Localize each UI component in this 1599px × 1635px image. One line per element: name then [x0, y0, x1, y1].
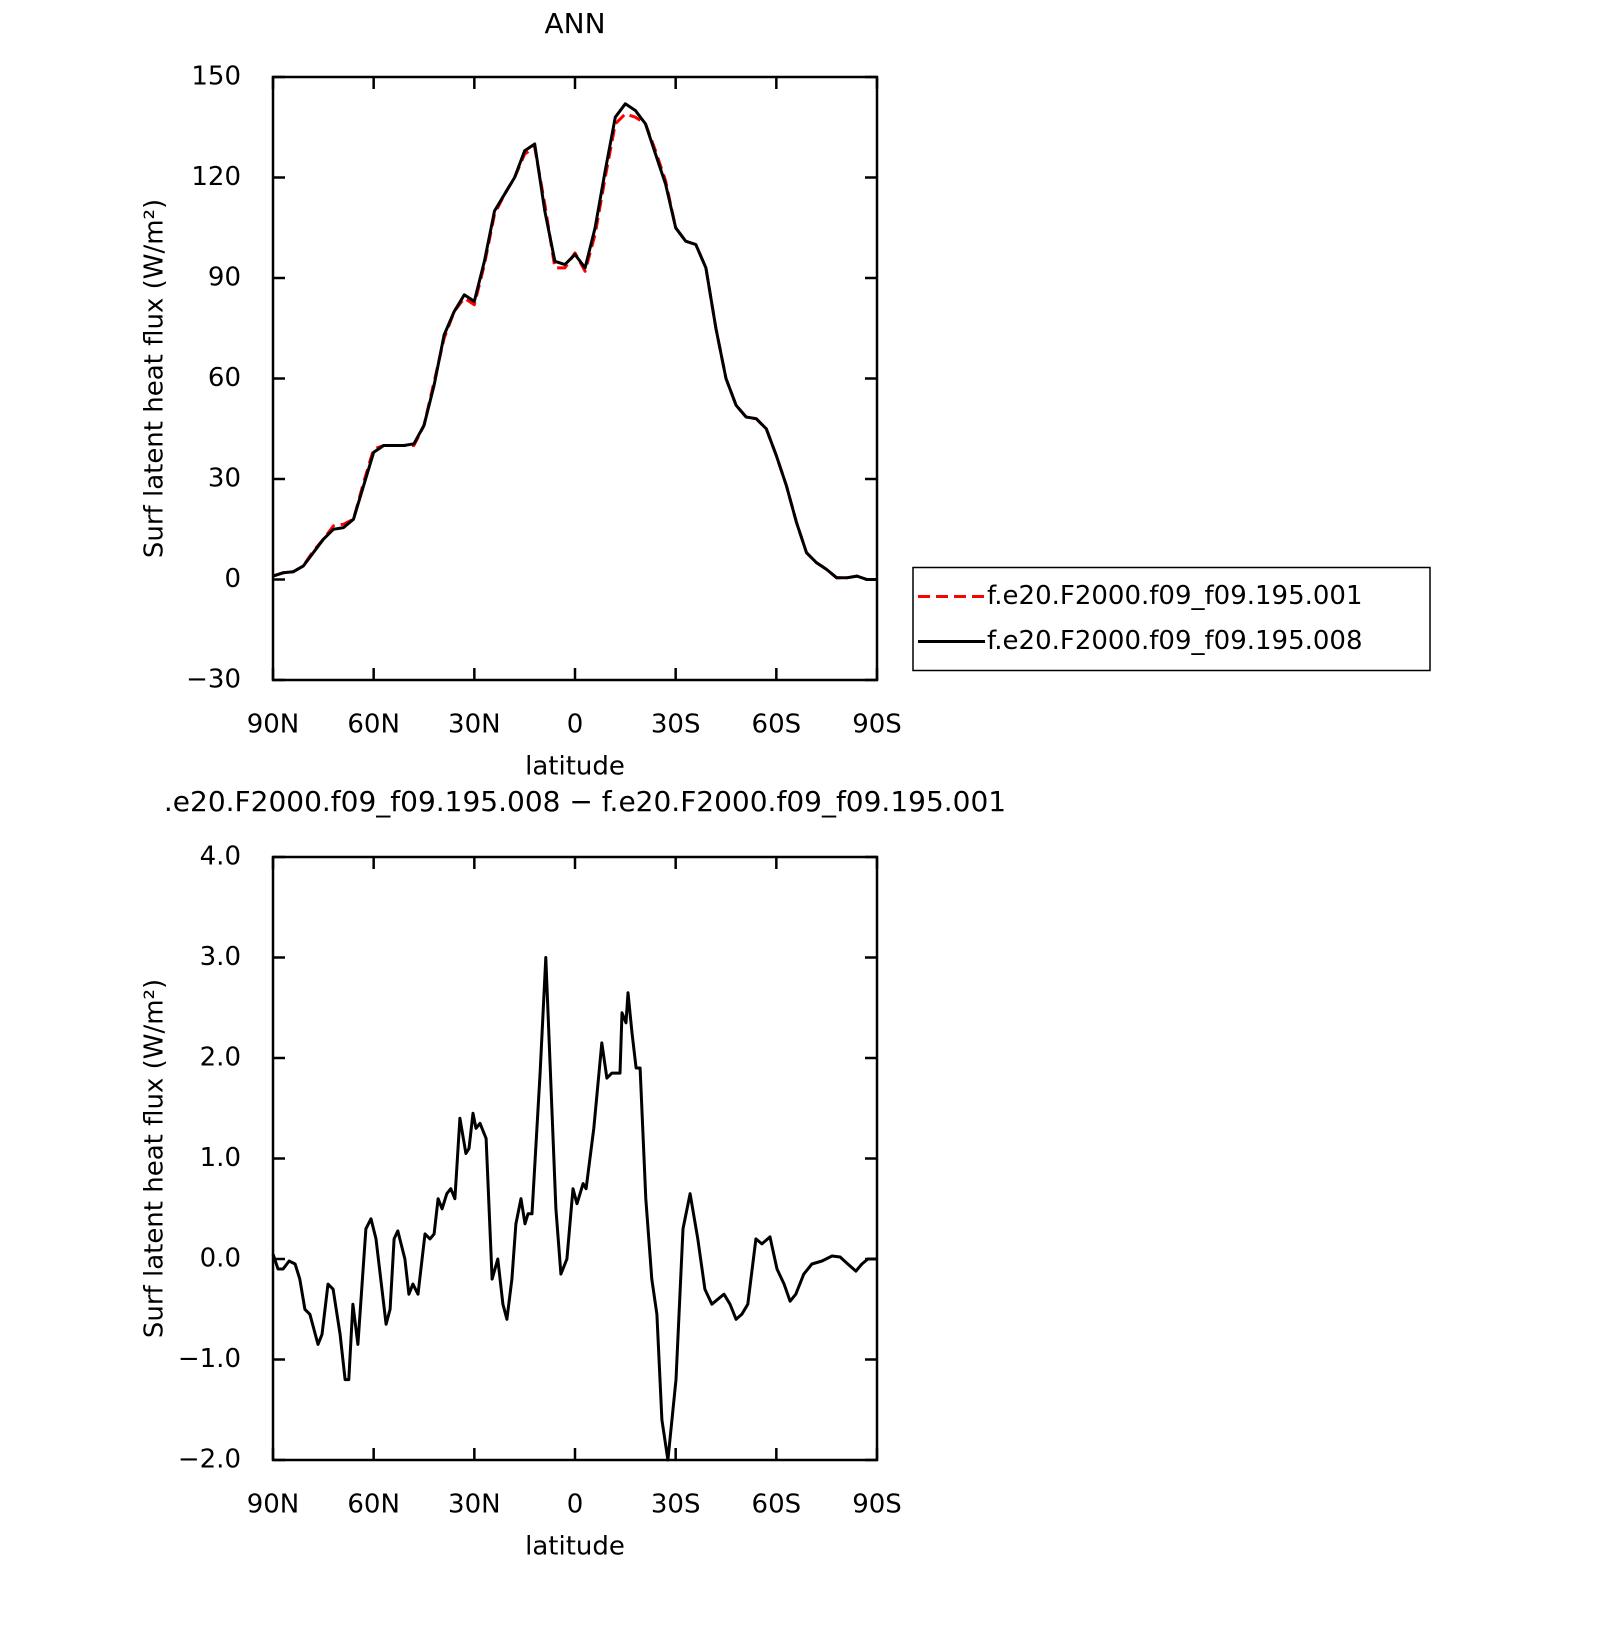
y-axis-label: Surf latent heat flux (W/m²)	[140, 199, 170, 558]
y-tick-label: 150	[191, 62, 241, 92]
series-line	[272, 112, 877, 581]
x-tick-label: 30N	[448, 710, 501, 740]
chart-title: ANN	[544, 7, 605, 40]
x-tick-label: 30S	[651, 1490, 701, 1520]
x-axis-label: latitude	[525, 752, 625, 782]
y-tick-label: −30	[186, 665, 241, 695]
x-tick-label: 90N	[247, 710, 300, 740]
y-tick-label: 60	[208, 363, 241, 393]
y-tick-label: 4.0	[200, 842, 241, 872]
x-tick-label: 90S	[852, 1490, 902, 1520]
x-tick-label: 90N	[247, 1490, 300, 1520]
plot-frame	[271, 855, 879, 1462]
y-tick-label: 0	[224, 564, 241, 594]
y-tick-label: 3.0	[200, 942, 241, 972]
x-tick-label: 0	[567, 710, 584, 740]
plot-frame	[271, 75, 879, 682]
x-tick-label: 60N	[347, 1490, 400, 1520]
y-tick-label: −2.0	[178, 1445, 241, 1475]
x-axis-label: latitude	[525, 1532, 625, 1562]
y-tick-label: 2.0	[200, 1043, 241, 1073]
x-tick-label: 60S	[752, 1490, 802, 1520]
series-line	[272, 102, 877, 581]
legend-box	[912, 566, 1431, 672]
x-tick-label: 60N	[347, 710, 400, 740]
x-tick-label: 90S	[852, 710, 902, 740]
x-tick-label: 0	[567, 1490, 584, 1520]
y-tick-label: 120	[191, 162, 241, 192]
legend-label: f.e20.F2000.f09_f09.195.008	[987, 626, 1363, 656]
x-tick-label: 30N	[448, 1490, 501, 1520]
y-tick-label: 0.0	[200, 1244, 241, 1274]
y-axis-label: Surf latent heat flux (W/m²)	[140, 979, 170, 1338]
x-tick-label: 60S	[752, 710, 802, 740]
y-tick-label: 90	[208, 263, 241, 293]
y-tick-label: 1.0	[200, 1143, 241, 1173]
legend-label: f.e20.F2000.f09_f09.195.001	[987, 581, 1363, 611]
x-tick-label: 30S	[651, 710, 701, 740]
y-tick-label: −1.0	[178, 1344, 241, 1374]
chart-title: .e20.F2000.f09_f09.195.008 − f.e20.F2000…	[164, 785, 1006, 818]
y-tick-label: 30	[208, 464, 241, 494]
series-line	[271, 956, 877, 1462]
